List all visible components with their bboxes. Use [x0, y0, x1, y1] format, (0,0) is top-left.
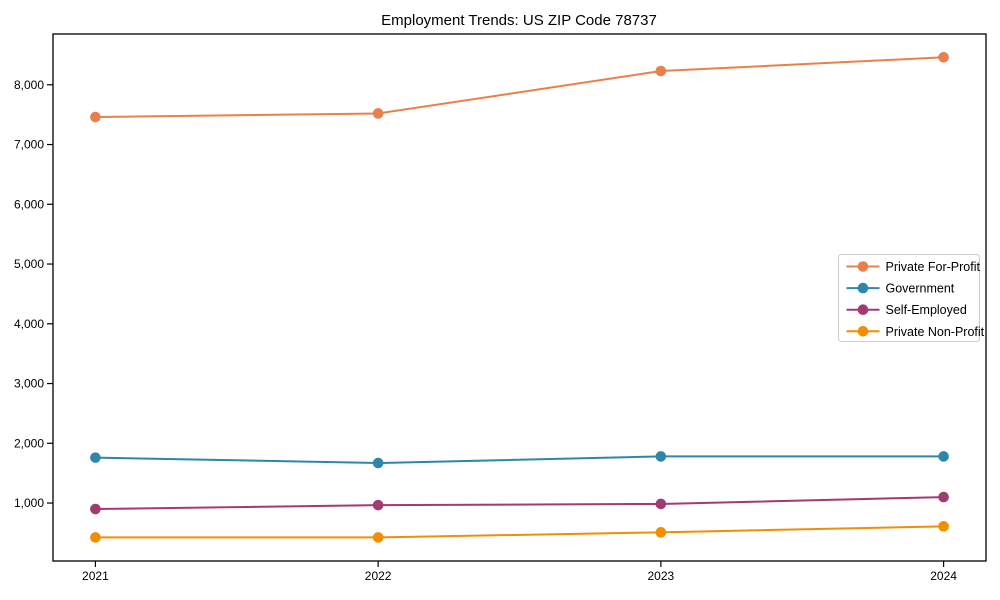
legend-box	[838, 254, 980, 342]
legend-swatch-marker-private-non-profit	[857, 326, 869, 337]
x-tick-label: 2024	[930, 569, 957, 583]
y-tick-label: 7,000	[14, 138, 44, 152]
series-line-self-employed	[95, 496, 944, 511]
data-point-private-non-profit-2023	[655, 527, 667, 538]
x-tick-label: 2023	[648, 569, 675, 583]
data-point-private-for-profit-2024	[938, 52, 949, 63]
data-point-self-employed-2023	[655, 498, 667, 510]
data-point-government-2024	[938, 451, 949, 462]
data-point-private-non-profit-2021	[90, 532, 101, 543]
data-point-private-non-profit-2022	[372, 532, 384, 543]
chart-title: Employment Trends: US ZIP Code 78737	[381, 12, 657, 29]
legend-swatch-marker-self-employed	[857, 304, 869, 316]
y-tick-label: 3,000	[14, 377, 44, 391]
y-tick-label: 2,000	[14, 436, 44, 450]
x-tick-label: 2022	[365, 569, 392, 583]
series-line-government	[95, 455, 944, 465]
legend-swatch-marker-private-for-profit	[857, 261, 869, 272]
series-line-private-for-profit	[95, 56, 944, 119]
legend-swatch-marker-government	[857, 282, 869, 294]
data-point-self-employed-2021	[90, 503, 101, 515]
data-point-private-non-profit-2024	[938, 521, 949, 532]
legend-label-private-non-profit: Private Non-Profit	[886, 325, 985, 339]
data-point-government-2022	[372, 457, 384, 469]
axes-box	[52, 33, 987, 562]
legend-label-private-for-profit: Private For-Profit	[886, 260, 981, 274]
data-point-self-employed-2024	[938, 491, 949, 503]
data-point-government-2023	[655, 451, 667, 462]
data-point-self-employed-2022	[372, 499, 384, 511]
y-tick-label: 6,000	[14, 197, 44, 211]
data-point-government-2021	[90, 452, 101, 463]
y-tick-label: 1,000	[14, 496, 44, 510]
y-tick-label: 4,000	[14, 317, 44, 331]
data-point-private-for-profit-2021	[90, 111, 101, 123]
legend-label-government: Government	[886, 282, 955, 296]
series-line-private-non-profit	[95, 525, 944, 539]
x-tick-label: 2021	[82, 569, 109, 583]
legend-label-self-employed: Self-Employed	[886, 303, 967, 317]
data-point-private-for-profit-2023	[655, 65, 667, 77]
y-tick-label: 5,000	[14, 257, 44, 271]
y-tick-label: 8,000	[14, 78, 44, 92]
data-point-private-for-profit-2022	[372, 108, 384, 119]
